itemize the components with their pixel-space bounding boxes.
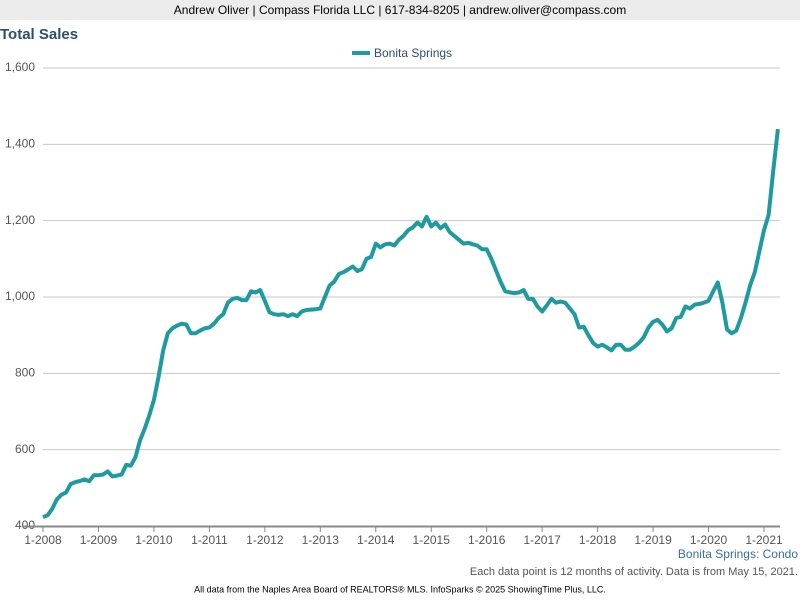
x-tick-label: 1-2008 [24,533,62,547]
x-tick-label: 1-2018 [579,533,617,547]
y-tick-label: 1,200 [5,213,35,227]
y-tick-label: 1,000 [5,289,35,303]
x-tick-label: 1-2021 [745,533,783,547]
subtitle: Bonita Springs: Condo [678,547,798,561]
y-tick-label: 1,400 [5,137,35,151]
note: Each data point is 12 months of activity… [470,566,798,578]
x-tick-label: 1-2010 [135,533,173,547]
x-tick-label: 1-2013 [302,533,340,547]
header-bar [0,0,800,20]
y-tick-label: 400 [15,518,35,532]
y-tick-label: 800 [15,366,35,380]
footer: All data from the Naples Area Board of R… [194,584,606,594]
x-tick-label: 1-2020 [690,533,728,547]
x-tick-label: 1-2015 [413,533,451,547]
x-tick-label: 1-2017 [523,533,561,547]
y-tick-label: 600 [15,442,35,456]
x-tick-label: 1-2019 [634,533,672,547]
chart-title: Total Sales [0,26,78,43]
x-tick-label: 1-2016 [468,533,506,547]
x-tick-label: 1-2012 [246,533,284,547]
x-tick-label: 1-2011 [191,533,228,547]
header: Andrew Oliver | Compass Florida LLC | 61… [174,3,626,17]
x-tick-label: 1-2009 [80,533,118,547]
x-tick-label: 1-2014 [357,533,395,547]
data-line [42,128,780,520]
legend-label: Bonita Springs [374,46,452,60]
y-tick-label: 1,600 [5,60,35,74]
